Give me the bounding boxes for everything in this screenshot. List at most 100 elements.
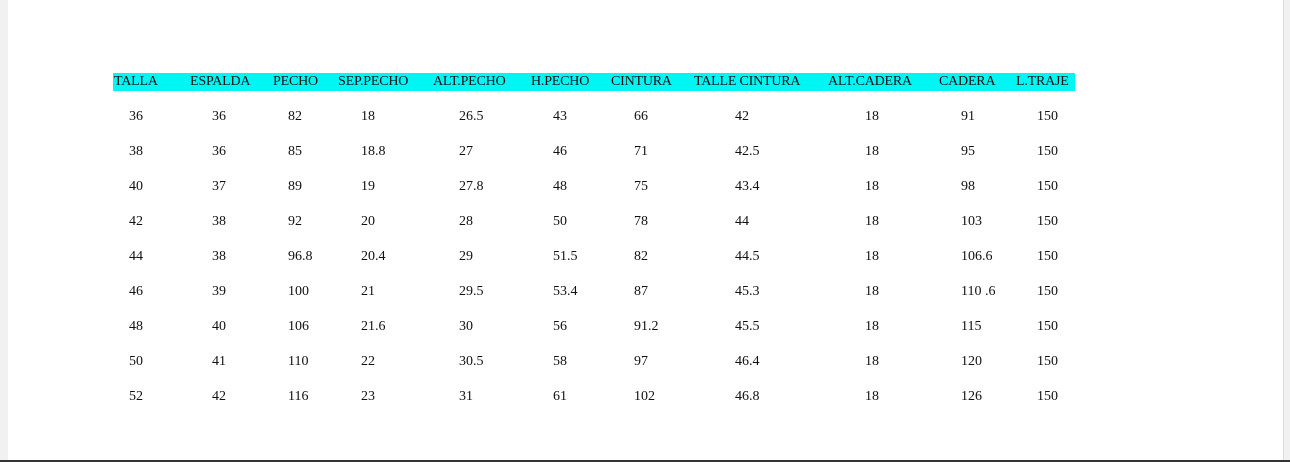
table-cell: 18 [361, 109, 375, 124]
table-cell: 82 [634, 249, 648, 264]
table-cell: 23 [361, 389, 375, 404]
column-header: ESPALDA [190, 74, 251, 89]
table-cell: 106 [288, 319, 309, 334]
table-cell: 42 [129, 214, 143, 229]
table-cell: 36 [129, 109, 143, 124]
table-cell: 18 [865, 354, 879, 369]
column-header: ALT.PECHO [433, 74, 506, 89]
table-cell: 150 [1037, 109, 1058, 124]
table-cell: 42 [212, 389, 226, 404]
table-cell: 92 [288, 214, 302, 229]
table-cell: 30.5 [459, 354, 484, 369]
table-cell: 115 [961, 319, 982, 334]
table-cell: 110 .6 [961, 284, 996, 299]
table-cell: 150 [1037, 284, 1058, 299]
table-cell: 18 [865, 249, 879, 264]
table-cell: 19 [361, 179, 375, 194]
table-cell: 53.4 [553, 284, 578, 299]
column-header: TALLE CINTURA [694, 74, 801, 89]
table-cell: 106.6 [961, 249, 993, 264]
table-cell: 18 [865, 284, 879, 299]
table-cell: 103 [961, 214, 982, 229]
table-cell: 82 [288, 109, 302, 124]
table-cell: 26.5 [459, 109, 484, 124]
table-cell: 36 [212, 144, 226, 159]
table-cell: 96.8 [288, 249, 313, 264]
table-cell: 102 [634, 389, 655, 404]
table-cell: 45.5 [735, 319, 760, 334]
table-cell: 42.5 [735, 144, 760, 159]
table-cell: 41 [212, 354, 226, 369]
table-cell: 110 [288, 354, 309, 369]
table-cell: 48 [553, 179, 567, 194]
table-cell: 27 [459, 144, 473, 159]
table-cell: 38 [212, 249, 226, 264]
table-cell: 120 [961, 354, 982, 369]
table-cell: 116 [288, 389, 309, 404]
table-cell: 150 [1037, 179, 1058, 194]
table-cell: 56 [553, 319, 567, 334]
table-cell: 98 [961, 179, 975, 194]
table-cell: 21.6 [361, 319, 386, 334]
column-header: H.PECHO [531, 74, 590, 89]
table-cell: 43 [553, 109, 567, 124]
table-cell: 85 [288, 144, 302, 159]
column-header: CADERA [939, 74, 996, 89]
table-cell: 91.2 [634, 319, 659, 334]
table-cell: 43.4 [735, 179, 760, 194]
table-cell: 95 [961, 144, 975, 159]
table-cell: 150 [1037, 354, 1058, 369]
table-cell: 30 [459, 319, 473, 334]
table-cell: 21 [361, 284, 375, 299]
table-cell: 91 [961, 109, 975, 124]
table-header-band [113, 73, 1075, 91]
table-cell: 39 [212, 284, 226, 299]
table-cell: 44 [735, 214, 749, 229]
column-header: CINTURA [611, 74, 672, 89]
table-cell: 61 [553, 389, 567, 404]
table-cell: 100 [288, 284, 309, 299]
column-header: PECHO [273, 74, 318, 89]
table-cell: 150 [1037, 249, 1058, 264]
table-cell: 38 [129, 144, 143, 159]
table-cell: 46.8 [735, 389, 760, 404]
divider [0, 460, 1290, 462]
table-cell: 31 [459, 389, 473, 404]
table-cell: 18 [865, 179, 879, 194]
table-cell: 44.5 [735, 249, 760, 264]
table-cell: 66 [634, 109, 648, 124]
column-header: SEP.PECHO [338, 74, 409, 89]
table-cell: 42 [735, 109, 749, 124]
table-cell: 150 [1037, 214, 1058, 229]
table-cell: 150 [1037, 319, 1058, 334]
column-header: TALLA [114, 74, 158, 89]
table-cell: 40 [212, 319, 226, 334]
table-cell: 40 [129, 179, 143, 194]
table-cell: 18 [865, 389, 879, 404]
table-cell: 50 [129, 354, 143, 369]
table-cell: 44 [129, 249, 143, 264]
table-cell: 28 [459, 214, 473, 229]
table-cell: 97 [634, 354, 648, 369]
table-cell: 29.5 [459, 284, 484, 299]
table-cell: 89 [288, 179, 302, 194]
table-cell: 87 [634, 284, 648, 299]
table-cell: 20 [361, 214, 375, 229]
table-cell: 48 [129, 319, 143, 334]
table-cell: 22 [361, 354, 375, 369]
table-cell: 46.4 [735, 354, 760, 369]
table-cell: 52 [129, 389, 143, 404]
column-header: L.TRAJE [1016, 74, 1069, 89]
table-cell: 78 [634, 214, 648, 229]
table-cell: 18 [865, 319, 879, 334]
table-cell: 18 [865, 109, 879, 124]
table-cell: 38 [212, 214, 226, 229]
column-header: ALT.CADERA [828, 74, 912, 89]
table-cell: 58 [553, 354, 567, 369]
table-cell: 150 [1037, 144, 1058, 159]
table-cell: 18 [865, 214, 879, 229]
table-cell: 46 [129, 284, 143, 299]
table-cell: 45.3 [735, 284, 760, 299]
table-cell: 46 [553, 144, 567, 159]
table-cell: 20.4 [361, 249, 386, 264]
